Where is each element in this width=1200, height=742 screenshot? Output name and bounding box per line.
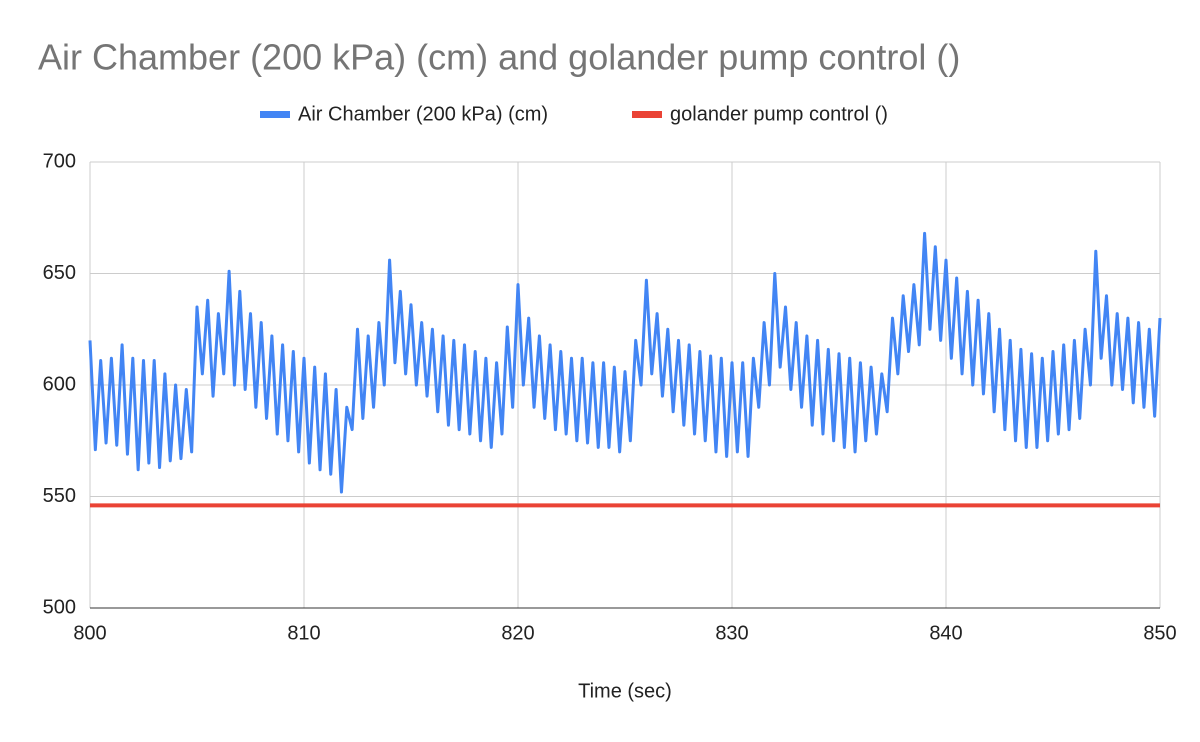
y-tick-label: 650 <box>43 262 76 284</box>
legend-label: golander pump control () <box>670 103 888 125</box>
legend-swatch <box>260 111 290 118</box>
chart-title: Air Chamber (200 kPa) (cm) and golander … <box>38 37 960 78</box>
y-tick-label: 550 <box>43 485 76 507</box>
data-line <box>88 231 1162 494</box>
x-tick-label: 810 <box>287 622 320 644</box>
x-tick-label: 820 <box>501 622 534 644</box>
y-tick-label: 500 <box>43 596 76 618</box>
legend: Air Chamber (200 kPa) (cm) golander pump … <box>260 103 888 125</box>
y-tick-label: 600 <box>43 373 76 395</box>
y-tick-label: 700 <box>43 150 76 172</box>
x-tick-label: 850 <box>1143 622 1176 644</box>
x-axis-label: Time (sec) <box>578 680 672 702</box>
x-tick-label: 840 <box>929 622 962 644</box>
legend-label: Air Chamber (200 kPa) (cm) <box>298 103 548 125</box>
x-tick-label: 800 <box>73 622 106 644</box>
x-tick-label: 830 <box>715 622 748 644</box>
legend-swatch <box>632 111 662 118</box>
